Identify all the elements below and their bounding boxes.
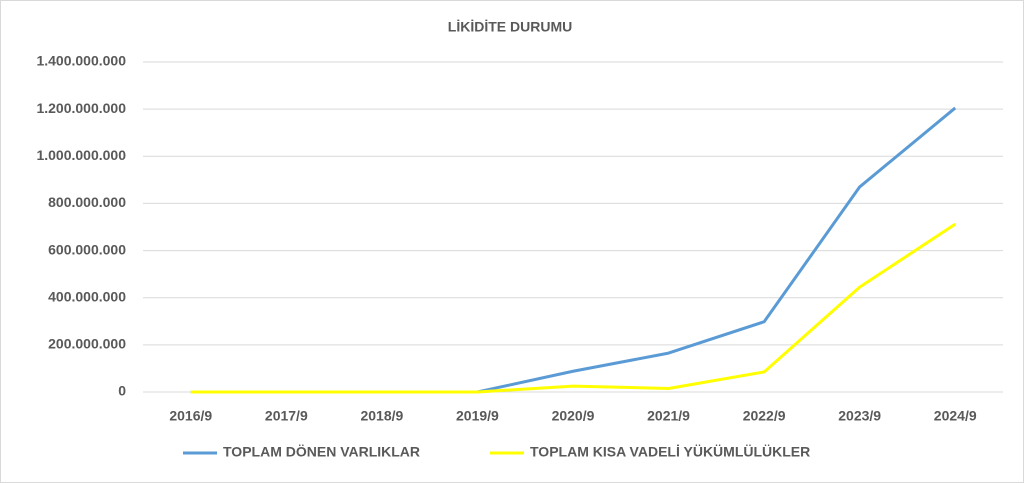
x-tick-label: 2019/9 <box>456 408 499 424</box>
legend-label: TOPLAM KISA VADELİ YÜKÜMLÜLÜKLER <box>530 444 810 460</box>
x-tick-label: 2018/9 <box>360 408 403 424</box>
y-tick-label: 800.000.000 <box>48 194 126 210</box>
x-tick-label: 2024/9 <box>934 408 977 424</box>
x-tick-label: 2023/9 <box>838 408 881 424</box>
x-tick-label: 2016/9 <box>169 408 212 424</box>
y-tick-label: 200.000.000 <box>48 336 126 352</box>
x-tick-label: 2020/9 <box>552 408 595 424</box>
x-tick-label: 2022/9 <box>743 408 786 424</box>
x-tick-label: 2021/9 <box>647 408 690 424</box>
y-tick-label: 1.400.000.000 <box>36 53 126 69</box>
series-line <box>190 222 957 394</box>
y-tick-label: 600.000.000 <box>48 241 126 257</box>
y-tick-label: 1.000.000.000 <box>36 147 126 163</box>
legend-label: TOPLAM DÖNEN VARLIKLAR <box>223 444 420 460</box>
x-tick-label: 2017/9 <box>265 408 308 424</box>
y-tick-label: 0 <box>118 383 126 399</box>
y-tick-label: 1.200.000.000 <box>36 100 126 116</box>
y-tick-label: 400.000.000 <box>48 288 126 304</box>
chart-title: LİKİDİTE DURUMU <box>448 19 572 35</box>
